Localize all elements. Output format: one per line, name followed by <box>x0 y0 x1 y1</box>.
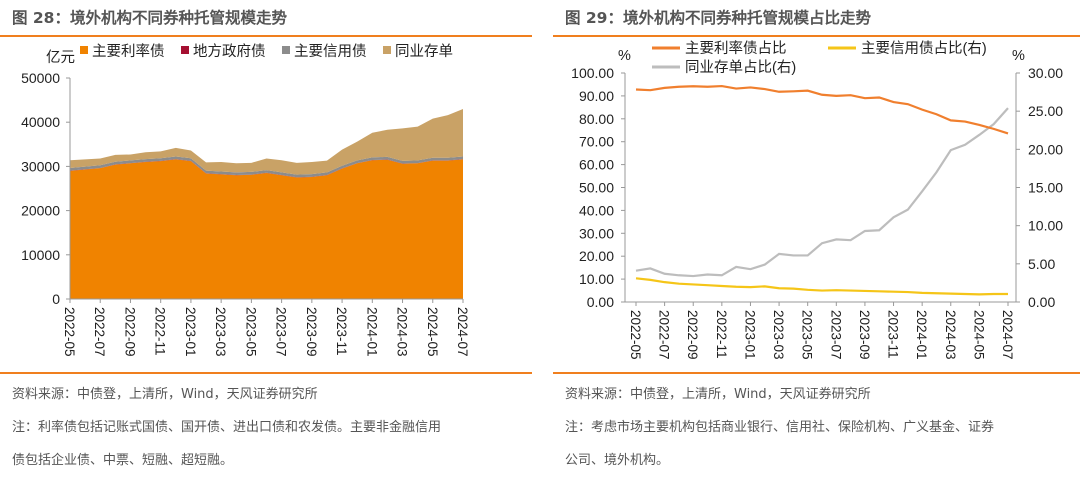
left-source: 资料来源：中债登，上清所，Wind，天风证券研究所 <box>12 387 318 402</box>
x-tick-label: 2023-07 <box>274 307 289 357</box>
left-note-1: 注：利率债包括记账式国债、国开债、进出口债和农发债。主要非金融信用 <box>12 420 442 435</box>
legend-label-0: 主要利率债占比 <box>685 40 787 57</box>
left-y-tick-label: 90.00 <box>579 88 614 104</box>
line-series-1 <box>635 277 1008 296</box>
right-note-1: 注：考虑市场主要机构包括商业银行、信用社、保险机构、广义基金、证券 <box>565 420 995 435</box>
x-tick-label: 2022-11 <box>714 310 729 359</box>
right-y-tick-label: 5.00 <box>1028 256 1055 272</box>
y-tick-label: 40000 <box>21 114 60 130</box>
legend-label-1: 地方政府债 <box>193 43 266 60</box>
legend-label-2: 主要信用债 <box>294 43 367 60</box>
left-y-tick-label: 50.00 <box>579 180 614 196</box>
legend-label-0: 主要利率债 <box>92 43 165 60</box>
y-tick-label: 20000 <box>21 203 60 219</box>
legend-swatch-0 <box>80 46 88 54</box>
x-tick-label: 2022-05 <box>628 310 643 360</box>
x-tick-label: 2023-05 <box>800 310 815 360</box>
legend-label-2: 同业存单占比(右) <box>685 59 796 76</box>
legend-label-3: 同业存单 <box>395 43 453 60</box>
left-y-tick-label: 70.00 <box>579 134 614 150</box>
left-y-tick-label: 0.00 <box>587 294 614 310</box>
right-y-tick-label: 15.00 <box>1028 180 1063 196</box>
legend-swatch-3 <box>383 46 391 54</box>
x-tick-label: 2023-07 <box>828 310 843 360</box>
x-tick-label: 2022-07 <box>92 307 107 357</box>
x-tick-label: 2023-09 <box>304 307 319 357</box>
left-chart-title: 图 28：境外机构不同券种托管规模走势 <box>12 9 287 27</box>
left-y-tick-label: 100.00 <box>571 65 614 81</box>
right-y-tick-label: 25.00 <box>1028 103 1063 119</box>
left-unit-label: % <box>618 48 631 64</box>
x-tick-label: 2024-05 <box>425 307 440 357</box>
x-tick-label: 2023-09 <box>857 310 872 360</box>
x-tick-label: 2022-11 <box>153 307 168 356</box>
line-series-0 <box>635 84 1009 135</box>
left-note-2: 债包括企业债、中票、短融、超短融。 <box>12 453 234 468</box>
x-tick-label: 2023-11 <box>886 310 901 359</box>
right-title-rule <box>553 35 1080 37</box>
x-tick-label: 2023-03 <box>213 307 228 357</box>
right-line-chart: 0.00 10.00 20.00 30.00 40.00 50.00 60.00 70.00 8… <box>571 40 1063 360</box>
y-tick-label: 30000 <box>21 158 60 174</box>
left-y-tick-label: 40.00 <box>579 202 614 218</box>
x-tick-label: 2022-05 <box>62 307 77 357</box>
left-title-rule <box>0 35 532 37</box>
left-y-tick-label: 30.00 <box>579 225 614 241</box>
right-unit-label: % <box>1012 48 1025 64</box>
right-footer-rule <box>553 372 1080 374</box>
y-tick-label: 50000 <box>21 70 60 86</box>
left-y-tick-label: 10.00 <box>579 271 614 287</box>
x-tick-label: 2022-09 <box>685 310 700 360</box>
right-chart-title: 图 29：境外机构不同券种托管规模占比走势 <box>565 9 871 27</box>
x-tick-label: 2024-03 <box>943 310 958 360</box>
x-tick-label: 2024-01 <box>364 307 379 357</box>
x-tick-label: 2023-03 <box>771 310 786 360</box>
left-area-chart: 0 10000 20000 30000 40000 50000 2022-05 2022-07… <box>21 43 470 357</box>
right-y-tick-label: 30.00 <box>1028 65 1063 81</box>
left-y-tick-label: 60.00 <box>579 157 614 173</box>
y-tick-label: 0 <box>52 291 60 307</box>
y-tick-label: 10000 <box>21 247 60 263</box>
y-unit-label: 亿元 <box>46 49 75 66</box>
legend-label-1: 主要信用债占比(右) <box>861 40 987 57</box>
area-series-3 <box>70 108 463 175</box>
x-tick-label: 2023-01 <box>183 307 198 357</box>
right-y-tick-label: 20.00 <box>1028 141 1063 157</box>
left-footer-rule <box>0 372 532 374</box>
right-source: 资料来源：中债登，上清所，Wind，天风证券研究所 <box>565 387 871 402</box>
x-tick-label: 2023-01 <box>742 310 757 360</box>
legend-swatch-1 <box>181 46 189 54</box>
left-y-tick-label: 20.00 <box>579 248 614 264</box>
x-tick-label: 2023-11 <box>334 307 349 356</box>
x-tick-label: 2022-07 <box>657 310 672 360</box>
line-series-2 <box>635 107 1009 278</box>
area-series-0 <box>70 159 463 299</box>
right-note-2: 公司、境外机构。 <box>565 453 670 468</box>
legend-swatch-2 <box>282 46 290 54</box>
right-y-tick-label: 10.00 <box>1028 218 1063 234</box>
x-tick-label: 2024-05 <box>971 310 986 360</box>
x-tick-label: 2024-03 <box>395 307 410 357</box>
x-tick-label: 2024-07 <box>455 307 470 357</box>
x-tick-label: 2024-07 <box>1000 310 1015 360</box>
x-tick-label: 2024-01 <box>914 310 929 360</box>
left-y-tick-label: 80.00 <box>579 111 614 127</box>
x-tick-label: 2022-09 <box>122 307 137 357</box>
x-tick-label: 2023-05 <box>243 307 258 357</box>
right-y-tick-label: 0.00 <box>1028 294 1055 310</box>
